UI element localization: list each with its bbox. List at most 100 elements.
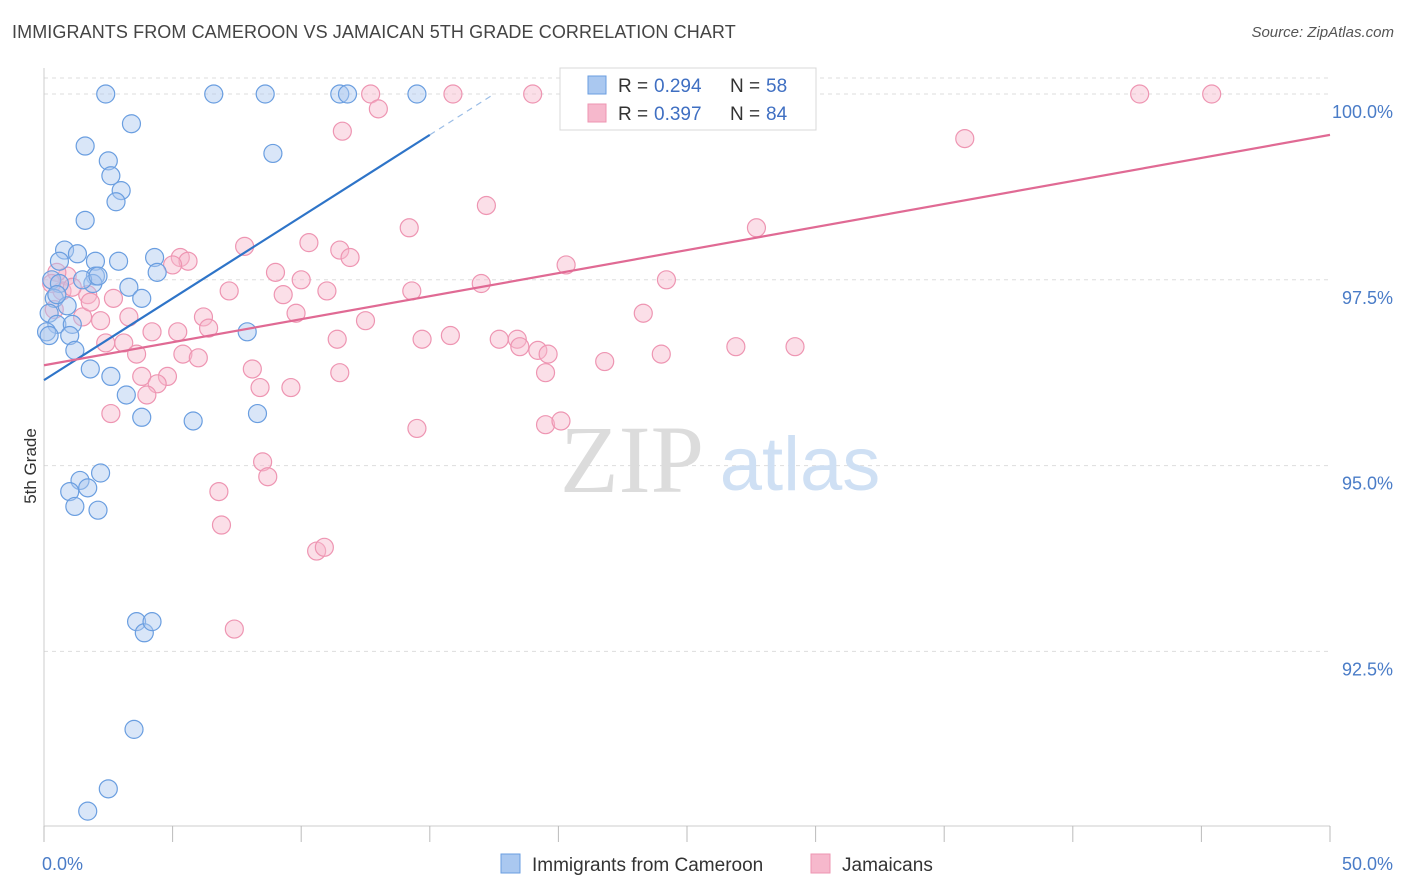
jamaican-point-4 bbox=[1130, 84, 1150, 104]
cameroon-point-52 bbox=[142, 612, 162, 632]
cameroon-trend-line bbox=[43, 133, 431, 382]
cameroon-point-19 bbox=[144, 247, 165, 268]
cameroon-point-10 bbox=[101, 166, 121, 186]
cameroon-point-43 bbox=[247, 403, 268, 424]
jamaican-point-79 bbox=[224, 619, 244, 639]
jamaican-point-72 bbox=[407, 418, 427, 439]
cameroon-point-11 bbox=[111, 181, 131, 201]
jamaican-point-20 bbox=[265, 262, 286, 282]
trend-lines bbox=[43, 93, 1331, 382]
cameroon-point-38 bbox=[80, 359, 100, 379]
series-cameroon bbox=[36, 84, 427, 821]
jamaican-point-68 bbox=[137, 385, 157, 405]
cameroon-point-7 bbox=[75, 136, 95, 156]
chart-title: IMMIGRANTS FROM CAMEROON VS JAMAICAN 5TH… bbox=[12, 22, 736, 42]
jamaican-point-6 bbox=[368, 99, 388, 119]
jamaican-point-38 bbox=[286, 303, 306, 323]
x-tick-label-0: 0.0% bbox=[42, 854, 83, 874]
watermark-zip: ZIP bbox=[560, 406, 704, 513]
cameroon-point-8 bbox=[98, 151, 118, 171]
jamaican-point-53 bbox=[528, 340, 548, 360]
jamaican-point-39 bbox=[355, 311, 376, 331]
cameroon-point-16 bbox=[49, 251, 70, 271]
legend-swatch-jamaicans bbox=[587, 103, 607, 123]
jamaican-point-7 bbox=[332, 121, 352, 141]
y-tick-label-1: 97.5% bbox=[1342, 288, 1393, 308]
jamaican-point-82 bbox=[535, 363, 556, 383]
cameroon-point-51 bbox=[134, 623, 154, 643]
jamaican-point-17 bbox=[178, 251, 198, 271]
bottom-legend: Immigrants from Cameroon Jamaicans bbox=[500, 853, 933, 876]
legend: R = 0.294 N = 58 R = 0.397 N = 84 bbox=[559, 67, 817, 131]
jamaican-point-23 bbox=[656, 270, 677, 290]
cameroon-point-50 bbox=[126, 612, 147, 632]
x-tick-label-1: 50.0% bbox=[1342, 854, 1393, 874]
jamaican-point-41 bbox=[90, 311, 111, 331]
cameroon-point-18 bbox=[108, 251, 129, 271]
jamaican-point-52 bbox=[510, 337, 530, 357]
jamaican-point-57 bbox=[726, 337, 746, 357]
cameroon-point-56 bbox=[47, 285, 67, 305]
cameroon-point-0 bbox=[96, 84, 116, 104]
cameroon-point-49 bbox=[88, 500, 108, 520]
cameroon-point-1 bbox=[204, 84, 224, 104]
jamaican-point-48 bbox=[412, 329, 432, 349]
bottom-legend-label-jamaicans: Jamaicans bbox=[842, 855, 933, 876]
gridlines bbox=[44, 77, 1330, 652]
cameroon-point-27 bbox=[132, 288, 152, 308]
cameroon-trend-extension bbox=[429, 93, 495, 136]
jamaican-point-55 bbox=[595, 351, 615, 372]
jamaican-point-51 bbox=[507, 329, 527, 349]
legend-r-label-cameroon: R = bbox=[618, 76, 648, 97]
jamaican-trend-line bbox=[43, 133, 1331, 367]
jamaican-point-49 bbox=[440, 325, 460, 346]
cameroon-point-9 bbox=[263, 143, 283, 164]
cameroon-point-24 bbox=[49, 273, 70, 294]
jamaican-point-9 bbox=[476, 195, 496, 216]
watermark: ZIP atlas bbox=[560, 406, 880, 513]
cameroon-point-17 bbox=[85, 251, 106, 271]
cameroon-point-2 bbox=[255, 84, 275, 104]
jamaican-point-5 bbox=[1202, 84, 1222, 104]
cameroon-point-42 bbox=[183, 411, 203, 431]
jamaican-point-43 bbox=[142, 322, 162, 342]
legend-r-value-jamaicans: 0.397 bbox=[654, 104, 702, 125]
jamaican-point-66 bbox=[250, 377, 270, 398]
jamaican-point-69 bbox=[101, 403, 121, 424]
jamaican-point-67 bbox=[281, 377, 301, 398]
jamaican-point-70 bbox=[535, 415, 556, 435]
jamaican-point-40 bbox=[633, 303, 653, 323]
jamaican-point-34 bbox=[72, 307, 93, 327]
jamaican-point-63 bbox=[157, 366, 178, 387]
jamaican-point-28 bbox=[78, 285, 98, 305]
jamaican-point-56 bbox=[651, 344, 671, 364]
legend-n-label-jamaicans: N = bbox=[730, 104, 760, 125]
cameroon-point-30 bbox=[39, 303, 59, 323]
jamaican-point-44 bbox=[168, 322, 188, 342]
jamaican-point-42 bbox=[199, 318, 219, 338]
cameroon-point-31 bbox=[47, 314, 67, 334]
bottom-legend-swatch-jamaicans bbox=[810, 853, 831, 874]
cameroon-point-34 bbox=[39, 325, 59, 346]
jamaican-point-60 bbox=[188, 348, 208, 368]
cameroon-point-20 bbox=[147, 262, 167, 282]
bottom-legend-label-cameroon: Immigrants from Cameroon bbox=[532, 855, 763, 876]
cameroon-point-35 bbox=[60, 325, 80, 346]
jamaican-point-14 bbox=[330, 240, 350, 260]
jamaican-point-27 bbox=[273, 285, 293, 305]
jamaican-point-80 bbox=[44, 299, 64, 320]
jamaican-point-2 bbox=[523, 84, 543, 104]
jamaican-point-8 bbox=[955, 128, 975, 149]
y-tick-label-3: 92.5% bbox=[1342, 659, 1393, 679]
jamaican-point-15 bbox=[340, 247, 360, 268]
cameroon-point-26 bbox=[119, 277, 139, 297]
cameroon-point-12 bbox=[106, 192, 126, 212]
jamaican-point-11 bbox=[746, 218, 767, 238]
cameroon-point-55 bbox=[78, 801, 98, 821]
watermark-atlas: atlas bbox=[720, 422, 881, 507]
cameroon-point-46 bbox=[78, 478, 98, 498]
jamaican-point-25 bbox=[317, 281, 337, 301]
jamaican-point-22 bbox=[471, 273, 491, 294]
cameroon-point-25 bbox=[72, 270, 93, 290]
jamaican-point-30 bbox=[57, 266, 77, 286]
